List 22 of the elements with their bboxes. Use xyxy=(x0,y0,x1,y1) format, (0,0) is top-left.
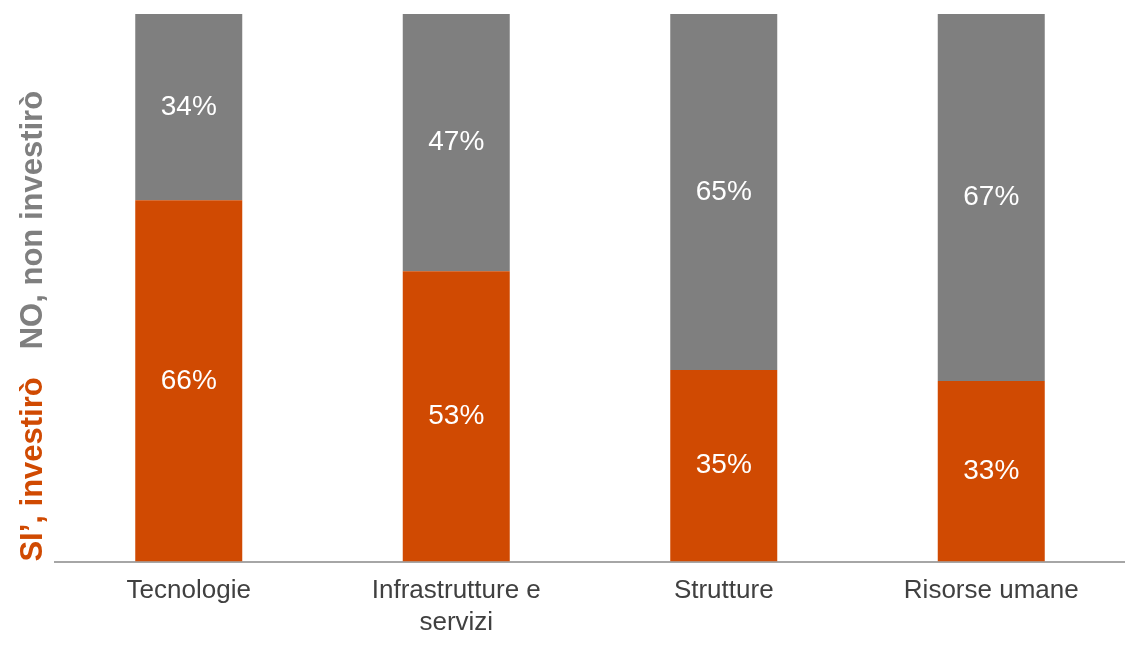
data-label: 65% xyxy=(695,174,752,206)
data-label: 34% xyxy=(160,89,217,121)
bar xyxy=(402,14,510,272)
text: SI’, investirò xyxy=(13,377,49,562)
data-label: 67% xyxy=(963,180,1020,212)
x-tick-label: Strutture xyxy=(673,574,774,605)
bar xyxy=(670,369,778,562)
data-label: 33% xyxy=(963,453,1020,485)
data-label: 35% xyxy=(695,448,752,480)
data-label: 66% xyxy=(160,363,217,395)
x-tick-label: Tecnologie xyxy=(126,574,251,605)
bar xyxy=(402,271,510,562)
bar xyxy=(670,14,778,370)
bar xyxy=(135,200,243,562)
bar xyxy=(937,14,1045,381)
text: NO, non investirò xyxy=(13,90,49,350)
x-tick-label: Infrastrutture e servizi xyxy=(371,574,541,636)
data-label: 47% xyxy=(428,125,485,157)
bar xyxy=(135,14,243,201)
bar xyxy=(937,380,1045,562)
x-tick-label: Risorse umane xyxy=(903,574,1079,605)
data-label: 53% xyxy=(428,399,485,431)
